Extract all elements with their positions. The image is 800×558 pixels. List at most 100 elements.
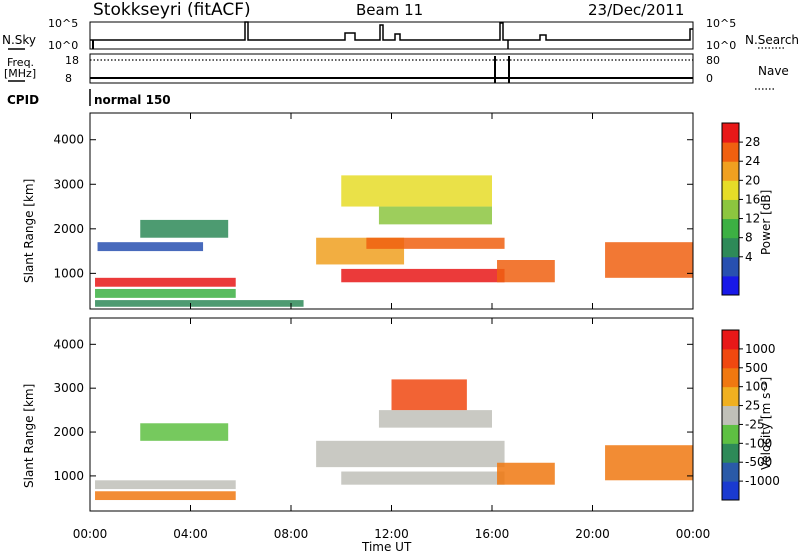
power-ytick-label: 1000 xyxy=(53,266,84,280)
power-ytick-label: 4000 xyxy=(53,133,84,147)
nsearch-tick-top: 10^5 xyxy=(706,17,736,30)
power-cbar-segment xyxy=(722,180,739,200)
velocity-panel: 4000 3000 2000 1000 Slant Range [km] xyxy=(22,317,694,512)
power-band-1 xyxy=(95,288,236,298)
power-band-6 xyxy=(366,237,505,249)
time-x-axis: 00:00 04:00 08:00 12:00 16:00 20:00 00:00 xyxy=(73,113,711,541)
power-cbar-segment xyxy=(722,256,739,277)
power-cbar-segment xyxy=(722,123,739,143)
date-title: 23/Dec/2011 xyxy=(588,1,684,19)
velocity-cbar-label: Velocity [m s⁻¹] xyxy=(759,377,773,470)
velocity-cbar-segment xyxy=(722,424,739,444)
power-cbar-tick-label: 16 xyxy=(745,192,760,206)
nave-label: Nave xyxy=(758,64,789,78)
power-ytick-label: 3000 xyxy=(53,177,84,191)
velocity-cbar-segment xyxy=(722,367,739,388)
power-band-2 xyxy=(97,242,204,252)
power-ylabel: Slant Range [km] xyxy=(22,179,36,283)
power-cbar-segment xyxy=(722,199,739,220)
velocity-ytick-label: 2000 xyxy=(53,425,84,439)
power-band-11 xyxy=(95,300,304,307)
power-cbar-segment xyxy=(722,237,739,258)
power-cbar-segment xyxy=(722,142,739,162)
velocity-cbar-tick-label: 25 xyxy=(745,399,760,413)
nsky-trace xyxy=(90,21,693,41)
velocity-cbar-tick-label: 100 xyxy=(745,380,768,394)
velocity-cbar-tick-label: -100 xyxy=(745,436,772,450)
freq-tick-top: 18 xyxy=(65,54,79,67)
power-cbar-label: Power [dB] xyxy=(759,190,773,255)
freq-panel xyxy=(89,53,694,84)
power-cbar-segment xyxy=(722,218,739,239)
velocity-ytick-label: 3000 xyxy=(53,381,84,395)
velocity-cbar-tick-label: -25 xyxy=(745,417,765,431)
power-band-3 xyxy=(140,219,229,238)
power-cbar-tick-label: 24 xyxy=(745,154,760,168)
power-cbar-tick-label: 20 xyxy=(745,173,760,187)
velocity-cbar-segment xyxy=(722,386,739,407)
freq-unit: [MHz] xyxy=(4,67,36,80)
nsky-label: N.Sky xyxy=(2,33,36,47)
velocity-ylabel: Slant Range [km] xyxy=(22,384,36,488)
velocity-cbar-segment xyxy=(722,330,739,350)
velocity-band-4 xyxy=(341,471,505,485)
nsky-tick-bottom: 10^0 xyxy=(48,39,78,52)
x-tick-label: 00:00 xyxy=(73,527,108,541)
power-y-ticks: 4000 3000 2000 1000 xyxy=(53,133,693,280)
velocity-cbar-segment xyxy=(722,481,739,501)
velocity-band-1 xyxy=(95,491,236,501)
velocity-band-3 xyxy=(316,440,505,468)
x-tick-label: 12:00 xyxy=(374,527,409,541)
velocity-y-ticks: 4000 3000 2000 1000 xyxy=(53,337,693,483)
x-tick-label: 00:00 xyxy=(676,527,711,541)
x-tick-label: 20:00 xyxy=(575,527,610,541)
x-tick-label: 16:00 xyxy=(475,527,510,541)
velocity-band-6 xyxy=(391,379,467,411)
velocity-band-0 xyxy=(95,480,236,490)
power-band-8 xyxy=(341,175,492,207)
velocity-ytick-label: 1000 xyxy=(53,469,84,483)
power-band-7 xyxy=(378,206,492,225)
velocity-cbar-frame xyxy=(721,329,740,501)
power-cbar-frame xyxy=(721,122,740,296)
nsearch-tick-bottom: 10^0 xyxy=(706,39,736,52)
power-data-layer xyxy=(95,175,693,307)
cpid-value: normal 150 xyxy=(94,93,171,107)
power-cbar-tick-label: 12 xyxy=(745,212,760,226)
velocity-cbar-tick-label: -1000 xyxy=(745,474,780,488)
velocity-band-7 xyxy=(497,462,555,485)
nave-tick-bottom: 0 xyxy=(706,72,713,85)
power-cbar-segment xyxy=(722,275,739,296)
velocity-cbar-tick-label: 500 xyxy=(745,361,768,375)
power-cbar-segment xyxy=(722,161,739,181)
power-band-10 xyxy=(605,242,693,278)
power-cbar-tick-label: 8 xyxy=(745,231,753,245)
x-tick-label: 08:00 xyxy=(274,527,309,541)
station-title: Stokkseyri (fitACF) xyxy=(93,0,251,20)
velocity-cbar-segment xyxy=(722,462,739,482)
beam-title: Beam 11 xyxy=(356,1,423,19)
freq-label: Freq. xyxy=(7,56,34,69)
velocity-band-5 xyxy=(378,410,492,428)
power-ytick-label: 2000 xyxy=(53,222,84,236)
power-cbar-tick-label: 28 xyxy=(745,135,760,149)
x-axis-label: Time UT xyxy=(361,540,412,554)
velocity-data-layer xyxy=(95,379,693,501)
power-band-5 xyxy=(341,268,505,283)
power-band-0 xyxy=(95,277,236,287)
power-band-9 xyxy=(497,260,555,283)
nave-tick-top: 80 xyxy=(706,54,720,67)
cpid-label: CPID xyxy=(7,93,39,107)
velocity-cbar-tick-label: -500 xyxy=(745,455,772,469)
x-tick-label: 04:00 xyxy=(173,527,208,541)
velocity-cbar-segment xyxy=(722,348,739,369)
velocity-cbar-segment xyxy=(722,405,739,425)
power-cbar-tick-label: 4 xyxy=(745,250,753,264)
velocity-band-8 xyxy=(605,445,693,481)
velocity-ytick-label: 4000 xyxy=(53,337,84,351)
freq-tick-bottom: 8 xyxy=(65,72,72,85)
nsearch-label: N.Search xyxy=(745,33,799,47)
power-colorbar: 28 24 20 16 12 8 4 Power [dB] xyxy=(721,122,773,296)
